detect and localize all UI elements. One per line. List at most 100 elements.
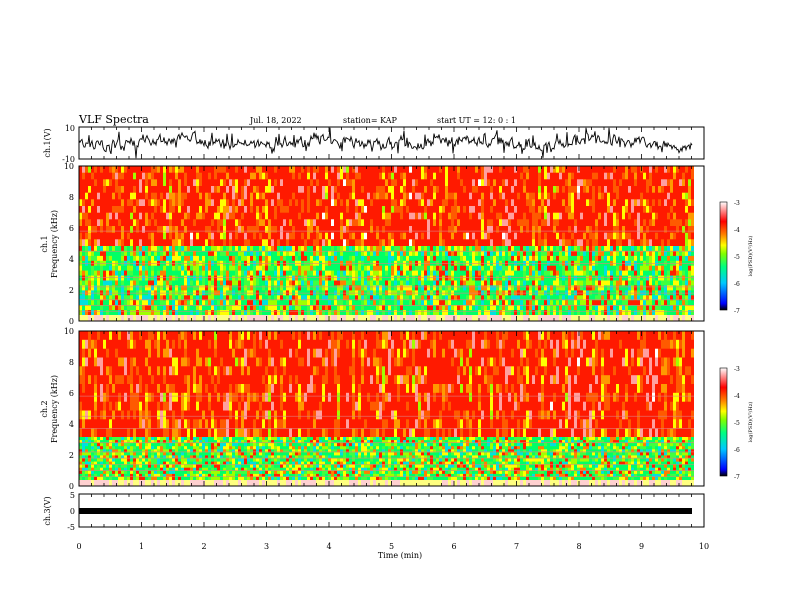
spectrogram-cell [556,295,559,301]
spectrogram-cell [388,199,391,207]
spectrogram-cell [127,199,130,207]
spectrogram-cell [250,285,253,291]
spectrogram-cell [454,192,457,200]
spectrogram-cell [349,239,352,247]
spectrogram-cell [613,192,616,200]
spectrogram-cell [331,280,334,286]
spectrogram-cell [172,305,175,311]
spectrogram-cell [139,172,142,180]
spectrogram-cell [487,250,490,257]
spectrogram-cell [259,199,262,207]
spectrogram-cell [439,186,442,194]
spectrogram-cell [601,250,604,257]
spectrogram-cell [562,239,565,247]
spectrogram-cell [595,280,598,286]
spectrogram-cell [358,166,361,174]
spectrogram-cell [106,226,109,234]
spectrogram-cell [349,270,352,276]
spectrogram-cell [157,305,160,311]
spectrogram-cell [454,232,457,240]
spectrogram-cell [547,246,550,252]
spectrogram-cell [442,172,445,180]
spectrogram-cell [565,172,568,180]
spectrogram-cell [142,192,145,200]
spectrogram-cell [430,250,433,257]
spectrogram-cell [121,275,124,281]
spectrogram-cell [163,246,166,252]
spectrogram-cell [190,179,193,187]
spectrogram-cell [421,186,424,194]
spectrogram-cell [379,246,382,252]
spectrogram-cell [85,179,88,187]
spectrogram-cell [328,232,331,240]
spectrogram-cell [220,172,223,180]
spectrogram-cell [502,270,505,276]
spectrogram-cell [232,239,235,247]
spectrogram-cell [457,232,460,240]
spectrogram-cell [508,305,511,311]
spectrogram-cell [556,179,559,187]
spectrogram-cell [610,199,613,207]
spectrogram-cell [421,255,424,262]
spectrogram-cell [238,310,241,316]
spectrogram-cell [199,250,202,257]
spectrogram-cell [304,206,307,214]
spectrogram-cell [532,192,535,200]
spectrogram-cell [100,280,103,286]
spectrogram-cell [295,226,298,234]
spectrogram-cell [523,250,526,257]
spectrogram-cell [193,265,196,272]
spectrogram-cell [427,199,430,207]
spectrogram-cell [343,255,346,262]
spectrogram-cell [112,192,115,200]
spectrogram-cell [229,315,232,321]
spectrogram-cell [199,270,202,276]
spectrogram-cell [289,226,292,234]
spectrogram-cell [346,212,349,220]
spectrogram-cell [628,232,631,240]
spectrogram-cell [478,186,481,194]
spectrogram-cell [583,265,586,272]
spectrogram-cell [373,192,376,200]
spectrogram-cell [91,285,94,291]
spectrogram-cell [337,300,340,306]
spectrogram-cell [85,246,88,252]
spectrogram-cell [535,219,538,227]
spectrogram-cell [124,310,127,316]
spectrogram-cell [322,280,325,286]
spectrogram-cell [130,232,133,240]
spectrogram-cell [319,192,322,200]
spectrogram-cell [478,179,481,187]
spectrogram-cell [115,300,118,306]
spectrogram-cell [145,270,148,276]
spectrogram-cell [541,250,544,257]
spectrogram-cell [433,250,436,257]
spectrogram-cell [505,186,508,194]
spectrogram-cell [232,250,235,257]
spectrogram-cell [484,300,487,306]
spectrogram-cell [550,226,553,234]
spectrogram-cell [571,239,574,247]
spectrogram-cell [184,315,187,321]
spectrogram-cell [211,305,214,311]
spectrogram-cell [493,199,496,207]
spectrogram-cell [268,300,271,306]
spectrogram-cell [511,300,514,306]
spectrogram-cell [316,166,319,174]
spectrogram-cell [223,285,226,291]
spectrogram-cell [376,206,379,214]
spectrogram-cell [415,300,418,306]
spectrogram-cell [460,295,463,301]
spectrogram-cell [355,315,358,321]
spectrogram-cell [460,300,463,306]
spectrogram-cell [331,265,334,272]
spectrogram-cell [505,232,508,240]
spectrogram-cell [316,310,319,316]
spectrogram-cell [559,305,562,311]
spectrogram-cell [436,280,439,286]
spectrogram-cell [124,285,127,291]
spectrogram-cell [472,186,475,194]
spectrogram-cell [490,280,493,286]
spectrogram-cell [193,172,196,180]
spectrogram-cell [325,232,328,240]
